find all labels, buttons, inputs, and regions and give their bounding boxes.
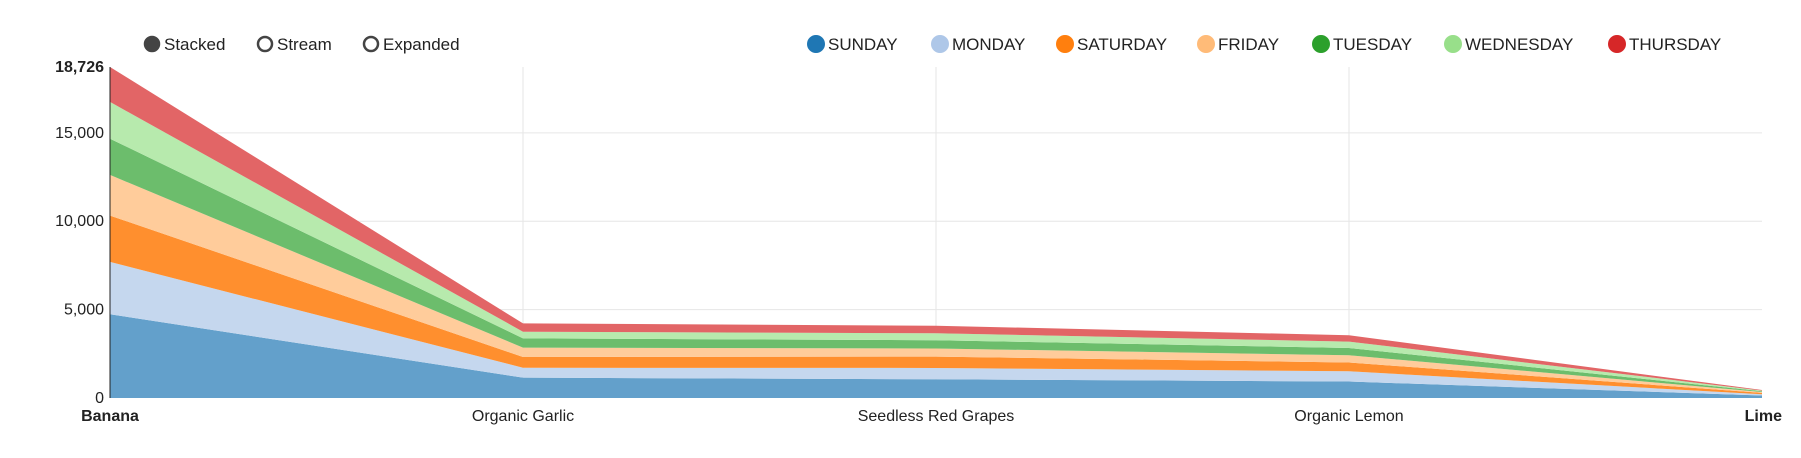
legend-label: SUNDAY [828, 35, 898, 54]
y-max-label: 18,726 [55, 59, 104, 76]
mode-option-label: Expanded [383, 35, 460, 54]
legend-label: SATURDAY [1077, 35, 1167, 54]
x-axis: Banana Organic Garlic Seedless Red Grapes O… [81, 408, 1782, 425]
radio-unselected-icon [256, 35, 274, 53]
y-tick-label: 10,000 [55, 213, 104, 230]
legend-swatch-icon [1608, 35, 1626, 53]
series-area-sunday[interactable] [110, 314, 1762, 398]
legend: SUNDAY MONDAY SATURDAY FRIDAY TUESDAY WEDNESD… [807, 35, 1722, 54]
legend-label: MONDAY [952, 35, 1025, 54]
series-area-thursday[interactable] [110, 67, 1762, 391]
legend-item-thursday[interactable]: THURSDAY [1608, 35, 1722, 54]
series-area-tuesday[interactable] [110, 138, 1762, 392]
x-tick-label: Seedless Red Grapes [858, 408, 1015, 425]
legend-swatch-icon [1444, 35, 1462, 53]
radio-selected-icon [143, 35, 161, 53]
mode-option-expanded[interactable]: Expanded [362, 35, 460, 54]
legend-item-monday[interactable]: MONDAY [931, 35, 1026, 54]
legend-item-wednesday[interactable]: WEDNESDAY [1444, 35, 1574, 54]
x-tick-label: Lime [1745, 408, 1782, 425]
legend-label: TUESDAY [1333, 35, 1412, 54]
series-area-wednesday[interactable] [110, 101, 1762, 392]
legend-swatch-icon [807, 35, 825, 53]
legend-label: FRIDAY [1218, 35, 1279, 54]
mode-option-label: Stream [277, 35, 332, 54]
legend-swatch-icon [1056, 35, 1074, 53]
series-area-monday[interactable] [110, 261, 1762, 396]
y-tick-label: 15,000 [55, 125, 104, 142]
x-tick-label: Organic Lemon [1294, 408, 1403, 425]
areas [110, 67, 1762, 398]
y-tick-label: 5,000 [64, 302, 104, 319]
mode-option-stream[interactable]: Stream [256, 35, 332, 54]
mode-option-stacked[interactable]: Stacked [143, 35, 225, 54]
mode-option-label: Stacked [164, 35, 225, 54]
series-area-saturday[interactable] [110, 215, 1762, 395]
legend-item-friday[interactable]: FRIDAY [1197, 35, 1280, 54]
x-tick-label: Banana [81, 408, 139, 425]
legend-label: WEDNESDAY [1465, 35, 1573, 54]
series-area-friday[interactable] [110, 174, 1762, 393]
legend-item-tuesday[interactable]: TUESDAY [1312, 35, 1413, 54]
gridlines: 0 5,000 10,000 15,000 18,726 [55, 59, 1762, 407]
legend-label: THURSDAY [1629, 35, 1721, 54]
radio-unselected-icon [362, 35, 380, 53]
legend-swatch-icon [1197, 35, 1215, 53]
x-tick-label: Organic Garlic [472, 408, 574, 425]
legend-swatch-icon [1312, 35, 1330, 53]
legend-item-sunday[interactable]: SUNDAY [807, 35, 898, 54]
y-tick-label: 0 [95, 390, 104, 407]
legend-swatch-icon [931, 35, 949, 53]
stack-mode-controls: Stacked Stream Expanded [143, 35, 460, 54]
legend-item-saturday[interactable]: SATURDAY [1056, 35, 1168, 54]
